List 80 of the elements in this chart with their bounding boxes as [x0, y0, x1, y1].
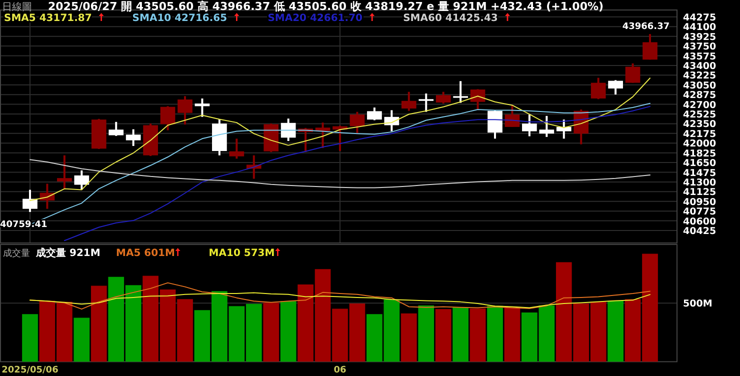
candlestick — [194, 97, 210, 118]
candlestick — [74, 169, 90, 191]
line-series — [30, 159, 650, 188]
candlestick — [418, 92, 434, 113]
candlestick — [178, 95, 192, 126]
y-tick-label: 43050 — [683, 80, 716, 92]
y-tick-label: 43400 — [683, 60, 716, 72]
bar — [263, 302, 280, 362]
y-tick-label: 43225 — [683, 70, 716, 82]
text: SMA20 42661.70 — [268, 13, 363, 24]
candlestick — [504, 104, 520, 128]
y-tick-label: 43575 — [683, 51, 716, 62]
bar — [470, 308, 486, 362]
y-tick-label: 42000 — [683, 138, 716, 150]
candlestick — [315, 122, 330, 149]
annotation: 成交量 921M — [35, 247, 100, 259]
candlestick — [126, 128, 141, 147]
y-tick-label: 44100 — [683, 22, 716, 34]
text: SMA10 42716.65 — [132, 13, 228, 24]
candlestick — [401, 90, 416, 112]
bar — [608, 300, 624, 362]
y-tick-label: 40775 — [683, 206, 716, 218]
chart-title: 日線圖 — [2, 2, 32, 13]
candlestick — [22, 188, 38, 213]
y-tick-label: 40950 — [683, 196, 716, 208]
candlestick — [522, 114, 537, 138]
bar — [504, 308, 520, 362]
bar — [22, 314, 38, 362]
annotation: 40759.41 — [0, 220, 48, 230]
y-tick-label: 41650 — [683, 158, 716, 170]
x-tick-label: 06 — [334, 366, 346, 376]
bar — [400, 313, 417, 362]
bar — [435, 309, 452, 362]
candlestick — [367, 106, 382, 122]
text: MA5 601M — [116, 248, 176, 259]
bar — [90, 286, 107, 362]
y-tick-label: 43750 — [683, 42, 716, 53]
candlestick — [470, 88, 486, 111]
y-tick-label: 42175 — [683, 128, 716, 140]
y-tick-label: 42700 — [683, 100, 716, 111]
bar — [280, 301, 296, 362]
y-tick-label: 42350 — [683, 119, 716, 130]
candlestick — [350, 110, 365, 135]
chart-subtitle: 2025/06/27 開 43505.60 高 43966.37 低 43505.60 收 43819.27 e 量 921M +432.43 (+1.00%) — [48, 0, 604, 13]
line-series — [64, 106, 650, 242]
y-tick-label: 41475 — [683, 168, 716, 179]
bar — [487, 306, 503, 362]
text: MA10 573M — [208, 248, 275, 259]
y-tick-label: 44275 — [683, 12, 716, 24]
y-tick-label: 40425 — [683, 226, 716, 238]
text: SMA5 43171.87 — [4, 13, 92, 24]
candlestick — [436, 90, 451, 105]
candlestick — [642, 33, 658, 61]
candlestick — [556, 118, 572, 140]
x-tick-label: 2025/05/06 — [2, 366, 58, 376]
candlestick — [625, 62, 640, 84]
y-tick-label: 41825 — [683, 148, 716, 160]
annotation: 43966.37 — [622, 22, 670, 32]
candlestick — [160, 105, 176, 132]
candlestick — [488, 109, 502, 140]
y-tick-label: 42875 — [683, 90, 716, 102]
y-tick-label: 41125 — [683, 187, 716, 198]
y-tick-label: 500M — [683, 298, 712, 310]
y-tick-label: 43925 — [683, 32, 716, 43]
candlestick — [280, 118, 296, 142]
y-tick-label: 40600 — [683, 216, 716, 228]
text: 成交量 — [3, 248, 30, 259]
candlestick — [108, 120, 124, 137]
y-tick-label: 42525 — [683, 110, 716, 121]
candlestick — [608, 79, 623, 96]
candlestick — [57, 154, 72, 190]
candlestick — [453, 80, 468, 104]
candlestick — [229, 138, 244, 160]
candlestick — [590, 76, 606, 100]
bar — [452, 307, 468, 362]
candlestick — [539, 114, 554, 138]
bar — [74, 318, 90, 362]
y-tick-label: 41300 — [683, 177, 716, 188]
text: SMA60 41425.43 — [403, 13, 498, 24]
bar — [418, 305, 434, 362]
